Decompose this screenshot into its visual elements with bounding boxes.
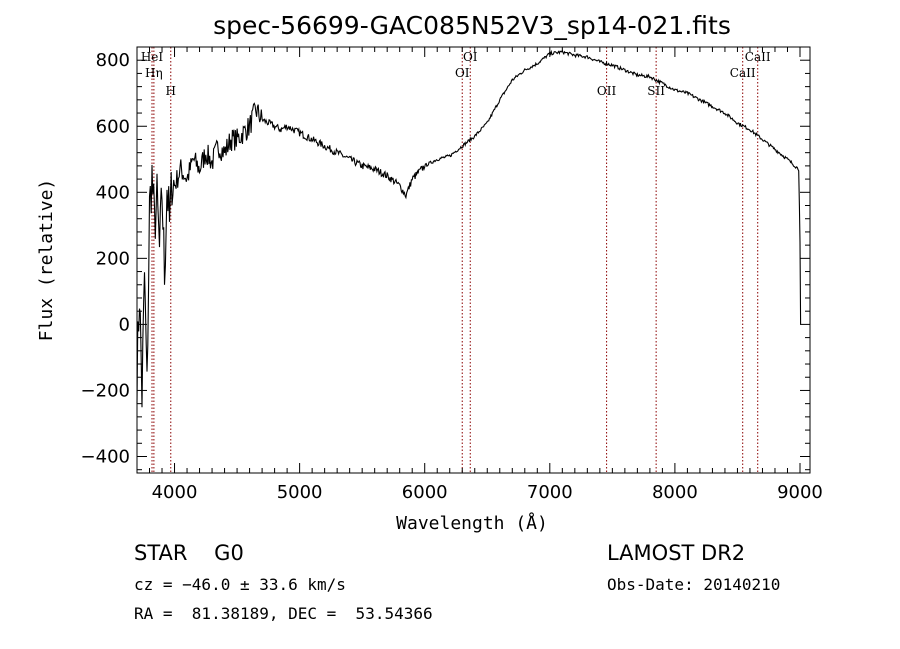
x-tick-label: 7000	[527, 482, 573, 503]
y-tick-label: 200	[96, 248, 130, 269]
spectral-line-label: H	[166, 84, 176, 98]
x-tick-label: 9000	[777, 482, 823, 503]
spectral-line-label: CaII	[730, 66, 756, 80]
spectral-line-label: OI	[463, 50, 478, 64]
object-class: STAR G0	[134, 541, 244, 565]
spectral-line-label: CaII	[745, 50, 771, 64]
y-axis-label: Flux (relative)	[36, 179, 57, 342]
observation-date: Obs-Date: 20140210	[607, 575, 781, 594]
spectral-line-label: OII	[597, 84, 617, 98]
y-tick-label: 400	[96, 182, 130, 203]
y-tick-label: 800	[96, 50, 130, 71]
axis-ticks: 4000 5000 6000 7000 8000 9000 −400 −200 0 200 400 6…	[81, 46, 823, 503]
spectral-line-label: SII	[647, 84, 665, 98]
ra-dec-coordinates: RA = 81.38189, DEC = 53.54366	[134, 604, 433, 623]
x-tick-label: 5000	[277, 482, 323, 503]
y-tick-label: −200	[81, 380, 130, 401]
spectral-line-label: OI	[455, 66, 470, 80]
x-axis-label: Wavelength (Å)	[396, 512, 548, 534]
y-tick-label: 600	[96, 116, 130, 137]
x-tick-label: 8000	[652, 482, 698, 503]
chart-title: spec-56699-GAC085N52V3_sp14-021.fits	[213, 11, 731, 40]
redshift-cz: cz = −46.0 ± 33.6 km/s	[134, 575, 346, 594]
x-tick-label: 6000	[402, 482, 448, 503]
spectral-line-label: Hη	[145, 66, 163, 80]
spectral-line-label: HeI	[141, 50, 164, 64]
spectrum-series-line	[136, 49, 802, 408]
plot-frame	[136, 46, 811, 474]
spectral-line-markers: HeI HηH OI OI OII SII CaII CaII	[141, 47, 771, 473]
y-tick-label: −400	[81, 446, 130, 467]
x-tick-label: 4000	[152, 482, 198, 503]
survey-name: LAMOST DR2	[607, 541, 746, 565]
y-tick-label: 0	[119, 314, 130, 335]
